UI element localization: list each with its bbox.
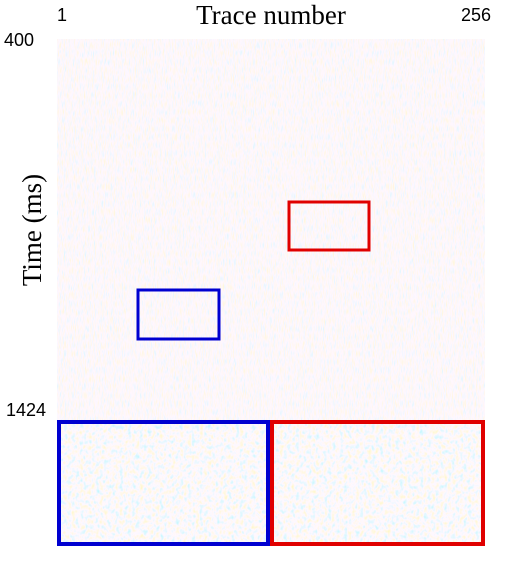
red-inset-frame (270, 420, 485, 546)
y-tick-label: 400 (4, 30, 34, 50)
blue-inset (59, 422, 268, 544)
red-inset (272, 422, 483, 544)
y-tick-label: 1424 (6, 400, 46, 420)
x-tick-label: 1 (57, 5, 67, 25)
seismic-section (57, 39, 485, 420)
chart-title: Trace number (196, 0, 346, 30)
blue-inset-frame (57, 420, 270, 546)
y-axis-label: Time (ms) (17, 174, 47, 286)
x-tick-label: 256 (461, 5, 491, 25)
red-box (287, 200, 371, 252)
blue-box (136, 288, 221, 341)
